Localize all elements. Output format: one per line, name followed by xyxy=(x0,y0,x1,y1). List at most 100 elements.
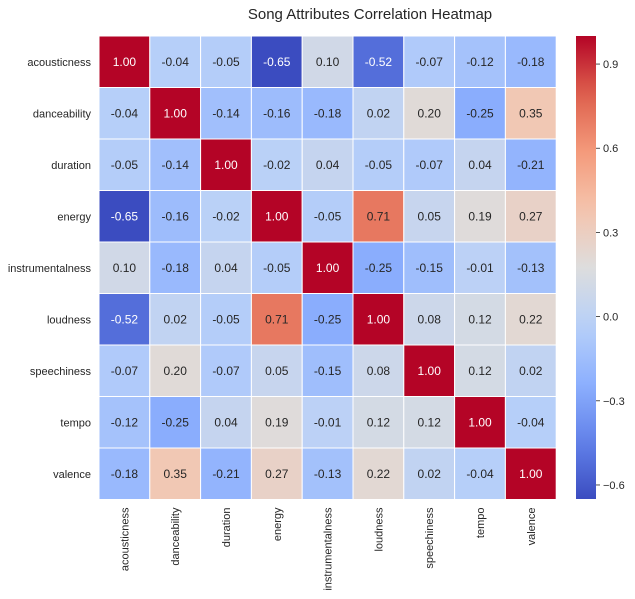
heatmap-cell xyxy=(250,190,303,243)
colorbar-tick-label: −0.6 xyxy=(603,480,625,492)
colorbar-tick-label: 0.0 xyxy=(603,312,618,324)
cell-value-label: -0.65 xyxy=(263,55,291,69)
heatmap-cell xyxy=(504,138,557,191)
cell-value-label: 0.27 xyxy=(265,467,289,481)
cell-value-label: -0.12 xyxy=(466,55,494,69)
heatmap-cell xyxy=(98,396,151,449)
heatmap-cell xyxy=(250,138,303,191)
cell-value-label: -0.16 xyxy=(162,209,190,223)
y-tick-label: acousticness xyxy=(27,57,91,69)
heatmap-cell xyxy=(98,138,151,191)
heatmap-cell xyxy=(352,35,405,88)
y-tick-label: energy xyxy=(57,211,91,223)
cell-value-label: 0.04 xyxy=(316,158,340,172)
cell-value-label: -0.25 xyxy=(365,261,393,275)
heatmap-cell xyxy=(149,344,202,397)
cell-value-label: 0.19 xyxy=(265,415,289,429)
cell-value-label: -0.18 xyxy=(111,467,139,481)
cell-value-label: -0.05 xyxy=(212,55,240,69)
heatmap-cell xyxy=(403,344,456,397)
heatmap-cell xyxy=(98,293,151,346)
cell-value-label: -0.02 xyxy=(263,158,291,172)
cell-value-label: 1.00 xyxy=(418,364,442,378)
y-tick-label: valence xyxy=(53,469,91,481)
cell-value-label: 0.02 xyxy=(164,312,188,326)
heatmap-cell xyxy=(98,190,151,243)
cell-value-label: -0.05 xyxy=(365,158,393,172)
cell-value-label: 0.10 xyxy=(113,261,137,275)
cell-value-label: 0.35 xyxy=(519,106,543,120)
cell-value-label: 0.12 xyxy=(418,415,442,429)
heatmap-cell xyxy=(504,293,557,346)
heatmap-cell xyxy=(250,447,303,500)
cell-value-label: -0.21 xyxy=(212,467,240,481)
heatmap-cell xyxy=(301,293,354,346)
cell-value-label: -0.05 xyxy=(212,312,240,326)
cell-value-label: 1.00 xyxy=(468,415,492,429)
heatmap-cell xyxy=(200,396,252,449)
colorbar-tick-label: 0.3 xyxy=(603,227,618,239)
heatmap-cell xyxy=(352,241,405,294)
cell-value-label: -0.01 xyxy=(314,415,342,429)
cell-value-label: 1.00 xyxy=(113,55,137,69)
heatmap-cell xyxy=(149,293,202,346)
cell-value-label: -0.15 xyxy=(416,261,444,275)
heatmap-cell xyxy=(98,35,151,88)
x-tick-label: tempo xyxy=(475,508,487,539)
cell-value-label: -0.07 xyxy=(416,158,444,172)
cell-value-label: -0.25 xyxy=(314,312,342,326)
heatmap-cell xyxy=(403,241,456,294)
heatmap-cell xyxy=(200,87,252,140)
heatmap-cell xyxy=(200,138,252,191)
cell-value-label: -0.13 xyxy=(517,261,545,275)
cell-value-label: 0.02 xyxy=(367,106,391,120)
heatmap-cell xyxy=(504,87,557,140)
colorbar-tick-label: −0.3 xyxy=(603,396,625,408)
colorbar-tick-label: 0.9 xyxy=(603,59,618,71)
cell-value-label: 0.71 xyxy=(265,312,289,326)
cell-value-label: -0.12 xyxy=(111,415,139,429)
cell-value-label: -0.04 xyxy=(162,55,190,69)
cell-value-label: 0.20 xyxy=(164,364,188,378)
y-tick-label: speechiness xyxy=(30,366,92,378)
cell-value-label: -0.07 xyxy=(212,364,240,378)
heatmap-cell xyxy=(454,87,506,140)
cell-value-label: 0.20 xyxy=(418,106,442,120)
cell-value-label: -0.05 xyxy=(111,158,139,172)
heatmap-cell xyxy=(98,87,151,140)
heatmap-cells: 1.00 -0.04 -0.05 -0.65 0.10 -0.52 -0.07 -0.12 -0… xyxy=(98,35,557,500)
heatmap-cell xyxy=(352,293,405,346)
cell-value-label: -0.14 xyxy=(162,158,190,172)
cell-value-label: 0.02 xyxy=(418,467,442,481)
heatmap-cell xyxy=(200,293,252,346)
heatmap-cell xyxy=(301,138,354,191)
heatmap-cell xyxy=(403,87,456,140)
cell-value-label: -0.05 xyxy=(263,261,291,275)
cell-value-label: 0.22 xyxy=(519,312,543,326)
cell-value-label: 0.19 xyxy=(468,209,492,223)
x-tick-label: duration xyxy=(221,508,233,548)
heatmap-cell xyxy=(301,344,354,397)
cell-value-label: 0.35 xyxy=(164,467,188,481)
cell-value-label: -0.18 xyxy=(314,106,342,120)
cell-value-label: -0.14 xyxy=(212,106,240,120)
heatmap-cell xyxy=(98,447,151,500)
cell-value-label: 0.12 xyxy=(468,312,492,326)
heatmap-cell xyxy=(504,447,557,500)
y-axis-ticks: acousticness danceability duration energy in… xyxy=(8,57,92,481)
cell-value-label: -0.04 xyxy=(517,415,545,429)
cell-value-label: -0.52 xyxy=(111,312,139,326)
cell-value-label: -0.04 xyxy=(466,467,494,481)
cell-value-label: 0.08 xyxy=(367,364,391,378)
x-tick-label: acousticness xyxy=(119,507,131,571)
heatmap-cell xyxy=(403,396,456,449)
cell-value-label: 0.02 xyxy=(519,364,543,378)
cell-value-label: -0.16 xyxy=(263,106,291,120)
cell-value-label: 1.00 xyxy=(316,261,340,275)
cell-value-label: -0.13 xyxy=(314,467,342,481)
x-tick-label: energy xyxy=(272,507,284,541)
cell-value-label: -0.15 xyxy=(314,364,342,378)
cell-value-label: -0.25 xyxy=(162,415,190,429)
x-tick-label: instrumentalness xyxy=(323,507,335,591)
